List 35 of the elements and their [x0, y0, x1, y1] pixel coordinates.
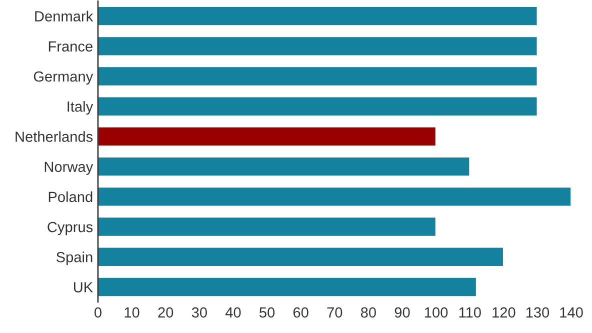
- x-tick-label: 140: [560, 307, 583, 318]
- bar: [98, 216, 437, 238]
- y-tick-label: Netherlands: [16, 131, 93, 142]
- x-tick-label: 30: [192, 307, 207, 318]
- bar: [98, 66, 538, 87]
- x-tick-label: 70: [327, 307, 342, 318]
- bar: [98, 156, 471, 178]
- x-tick-label: 80: [360, 307, 376, 318]
- y-tick-label: Italy: [68, 101, 94, 115]
- x-tick-label: 10: [124, 307, 140, 318]
- y-tick-label: France: [48, 41, 92, 52]
- y-tick-label: UK: [74, 282, 93, 292]
- x-tick-label: 20: [158, 307, 174, 318]
- x-tick-label: 110: [459, 307, 481, 318]
- x-tick-label: 40: [225, 307, 241, 318]
- bar: [98, 36, 538, 57]
- y-tick-label: Denmark: [35, 10, 94, 22]
- bar: [98, 186, 572, 208]
- x-tick-label: 60: [293, 307, 308, 318]
- y-tick-label: Cyprus: [48, 222, 93, 236]
- y-tick-label: Germany: [34, 71, 94, 85]
- bar: [98, 96, 538, 117]
- y-tick-label: Norway: [44, 162, 94, 175]
- x-tick-label: 120: [492, 307, 516, 318]
- bar: [98, 126, 437, 147]
- x-tick-label: 0: [94, 307, 102, 318]
- x-tick-label: 100: [425, 307, 448, 318]
- bar: [98, 246, 504, 268]
- y-tick-label: Spain: [56, 252, 92, 266]
- x-tick-label: 130: [526, 307, 550, 318]
- bar: [98, 276, 478, 298]
- x-tick-label: 90: [394, 307, 410, 318]
- x-tick-label: 50: [259, 307, 275, 318]
- bar: [98, 6, 538, 27]
- y-tick-label: Poland: [48, 191, 92, 202]
